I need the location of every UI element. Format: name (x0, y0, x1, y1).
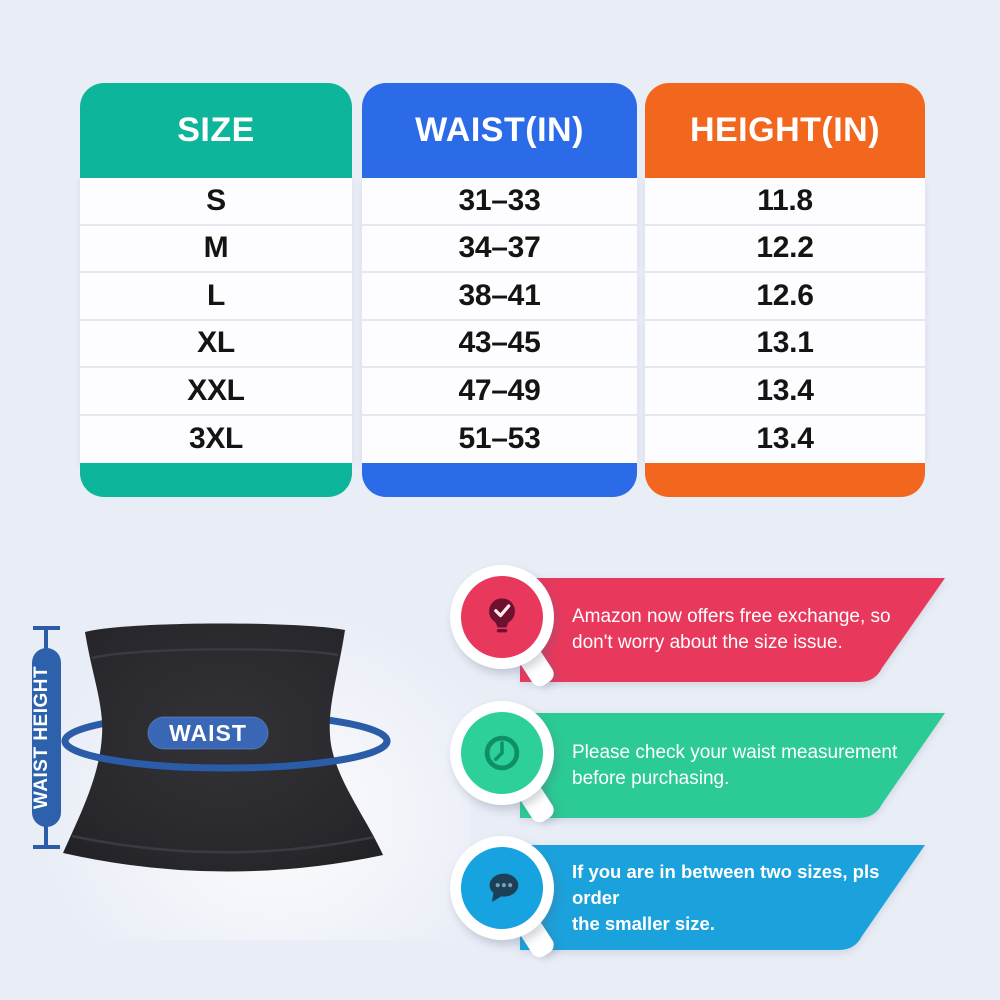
column-size-body: S M L XL XXL 3XL (80, 178, 352, 463)
column-size: SIZE S M L XL XXL 3XL (80, 83, 352, 497)
cell-size: M (80, 226, 352, 273)
column-height-body: 11.8 12.2 12.6 13.1 13.4 13.4 (645, 178, 925, 463)
callout-check-measurement-icon (450, 701, 558, 826)
callout-check-measurement-text: Please check your waist measurement befo… (572, 713, 912, 818)
chat-icon (461, 847, 543, 929)
callout-line: Please check your waist measurement (572, 741, 898, 763)
callout-line: Amazon now offers free exchange, so (572, 606, 891, 627)
cell-size: L (80, 273, 352, 321)
callout-line: before purchasing. (572, 767, 730, 789)
callout-free-exchange-banner (520, 578, 945, 682)
callout-between-sizes-icon (450, 836, 558, 961)
cell-height: 13.1 (645, 321, 925, 368)
garment-top-seam (91, 648, 339, 660)
column-height-header: HEIGHT(IN) (645, 83, 925, 178)
cell-size: S (80, 178, 352, 226)
cell-height: 13.4 (645, 368, 925, 416)
column-size-header: SIZE (80, 83, 352, 178)
column-waist-body: 31–33 34–37 38–41 43–45 47–49 51–53 (362, 178, 637, 463)
lightbulb-check-icon (461, 576, 543, 658)
column-size-footer-bar (80, 463, 352, 497)
waist-label-pill (147, 716, 269, 750)
waist-measure-ellipse-front (61, 737, 391, 772)
cell-waist: 47–49 (362, 368, 637, 416)
column-waist-footer-bar (362, 463, 637, 497)
cell-waist: 38–41 (362, 273, 637, 321)
callout-free-exchange-text: Amazon now offers free exchange, so don'… (572, 578, 912, 682)
cell-waist: 51–53 (458, 422, 541, 456)
callout-between-sizes-banner (520, 845, 925, 950)
column-height-footer-bar (645, 463, 925, 497)
waist-height-pill (32, 648, 61, 827)
callout-line: the smaller size. (572, 912, 715, 934)
cell-waist: 43–45 (362, 321, 637, 368)
cell-size: XL (80, 321, 352, 368)
cell-height: 13.4 (756, 422, 814, 456)
callout-line: don't worry about the size issue. (572, 632, 843, 653)
column-height: HEIGHT(IN) 11.8 12.2 12.6 13.1 13.4 13.4 (645, 83, 925, 497)
waist-trainer-diagram: WAIST WAIST HEIGHT (31, 623, 391, 872)
cell-waist: 31–33 (362, 178, 637, 226)
garment-hem-seam (71, 834, 375, 854)
column-waist: WAIST(IN) 31–33 34–37 38–41 43–45 47–49 … (362, 83, 637, 497)
callout-check-measurement-banner (520, 713, 945, 818)
column-waist-header: WAIST(IN) (362, 83, 637, 178)
cell-height: 12.2 (645, 226, 925, 273)
cell-waist: 34–37 (362, 226, 637, 273)
waist-height-label: WAIST HEIGHT (31, 666, 52, 809)
waist-label: WAIST (169, 720, 247, 746)
cell-size: 3XL (188, 422, 244, 456)
clock-icon (461, 712, 543, 794)
callout-free-exchange-icon (450, 565, 558, 690)
cell-height: 12.6 (645, 273, 925, 321)
cell-height: 11.8 (645, 178, 925, 226)
cell-size: XXL (80, 368, 352, 416)
callout-line: If you are in between two sizes, pls ord… (572, 860, 880, 908)
callout-between-sizes-text: If you are in between two sizes, pls ord… (572, 845, 922, 950)
